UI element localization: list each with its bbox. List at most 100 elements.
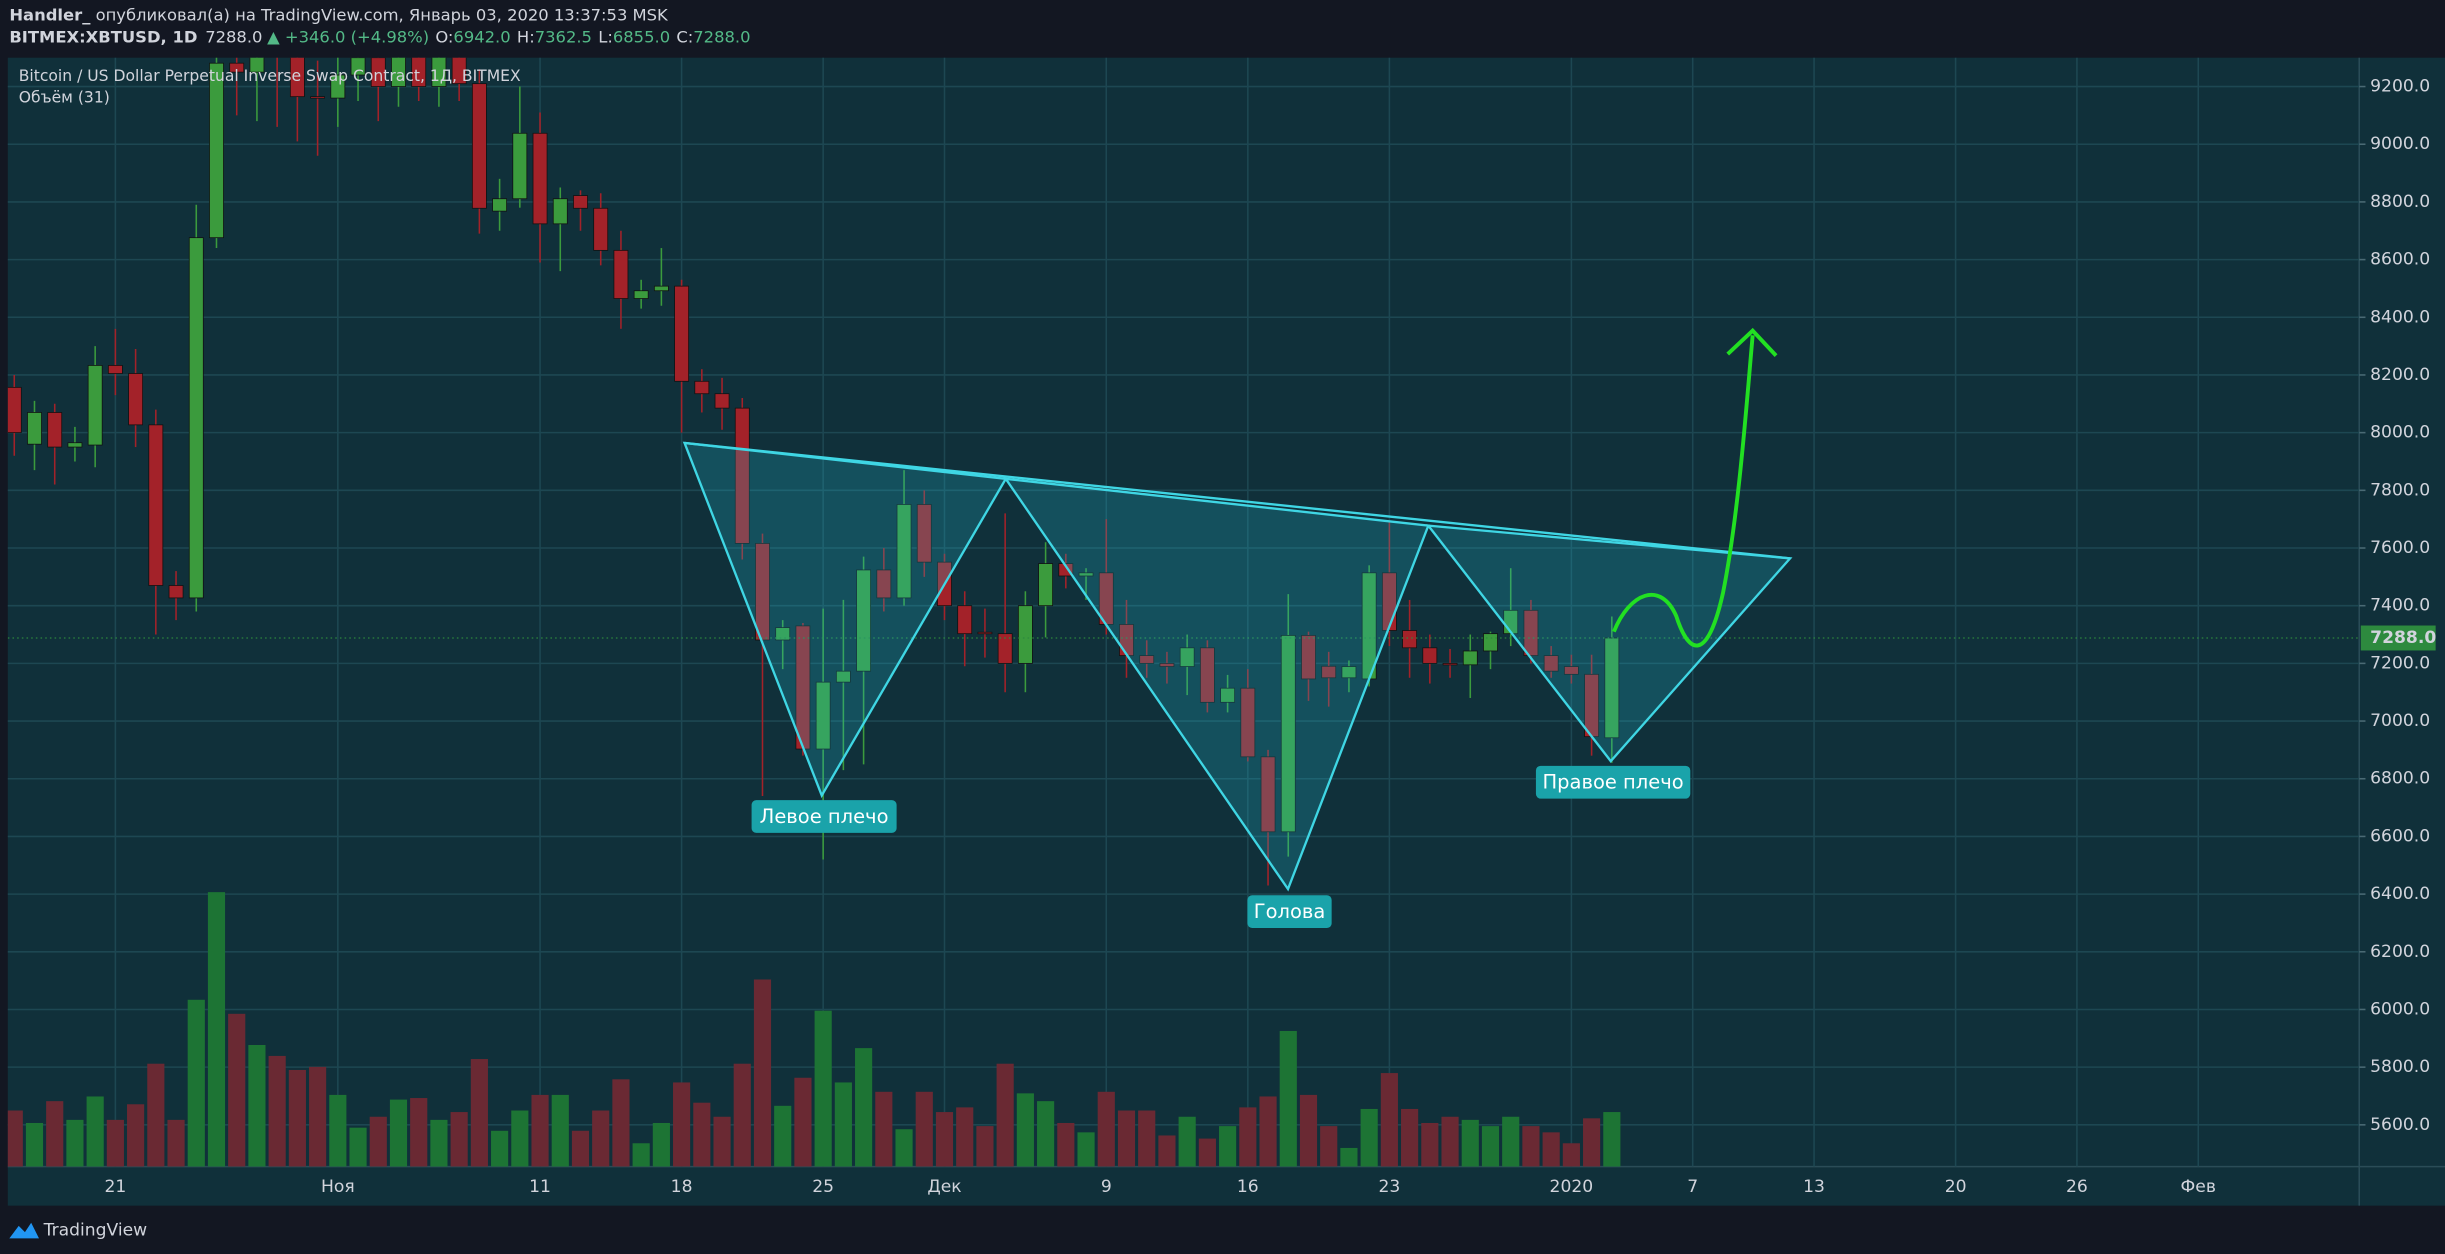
candle-body [350,57,366,76]
volume-bar [187,999,205,1167]
x-tick-label: 13 [1803,1177,1825,1197]
volume-bar [935,1112,954,1167]
y-tick-label: 8200.0 [2370,365,2430,385]
volume-bar [713,1116,731,1167]
volume-bar [1279,1030,1297,1167]
x-tick-label: 11 [529,1177,551,1197]
candle-body [734,407,750,544]
candle-body [532,132,548,225]
pattern-drawings: Левое плечо Голова Правое плечо [682,327,1793,929]
volume-bar [612,1079,630,1167]
candle-body [1038,563,1054,607]
y-tick-label: 8000.0 [2370,423,2430,443]
volume-bar [956,1107,974,1167]
logo [9,1222,39,1239]
candle-body [674,285,690,382]
candle-body [471,83,487,209]
candle-body [876,569,892,599]
candle-body [1422,647,1438,664]
projection-curve [1612,335,1755,648]
y-tick-label: 8400.0 [2370,307,2430,327]
volume-bar [329,1094,347,1167]
annotation-box [751,800,897,833]
candle-body [1179,647,1195,667]
candle-body [997,633,1013,664]
volume-bar [1603,1112,1621,1167]
volume-bar [895,1129,913,1167]
candle-body [896,504,912,599]
candle-body [7,386,22,434]
annotation-box [1247,895,1332,929]
candle-body [107,365,123,374]
author: Handler_ [9,5,91,24]
candle-body [512,132,528,200]
y-tick-label: 6400.0 [2370,884,2430,904]
candle-body [1159,662,1175,667]
volume-bar [349,1127,367,1167]
x-tick-label: Ноя [321,1177,355,1197]
candle-body [492,198,508,212]
candle-body [1341,666,1357,679]
volume-bar [693,1102,711,1167]
volume-bar [1360,1108,1378,1167]
volume-bar [1421,1122,1439,1167]
candle-body [1139,655,1155,664]
candle-body [916,504,932,563]
volume-bar [652,1122,670,1167]
volume-bar [1320,1126,1338,1167]
volume-bar [1340,1147,1358,1167]
volume-bar [86,1096,104,1167]
volume-bar [551,1094,569,1167]
volume-bar [127,1104,145,1167]
chart-title: Bitcoin / US Dollar Perpetual Inverse Sw… [19,67,521,85]
volume-bar [1461,1119,1479,1167]
x-tick-label: 25 [812,1177,834,1197]
y-tick-label: 7400.0 [2370,596,2430,616]
volume-bar [1299,1094,1318,1167]
ohlc-label: L: [598,27,613,46]
candle-body [188,237,204,599]
volume-bar [1401,1108,1419,1167]
volume-bar [915,1091,933,1167]
candle-body [391,57,406,87]
candle-body [128,373,144,426]
volume-bar [410,1098,428,1167]
candle-body [835,670,851,683]
candle-body [1301,635,1316,680]
volume-bar [976,1126,994,1167]
candle-body [67,442,83,448]
x-tick-label: Дек [927,1177,961,1197]
ohlc-value: 7362.5 [535,27,592,46]
candle-body [1402,630,1418,649]
candle-body [1604,637,1620,739]
volume-bar [1016,1093,1034,1167]
ohlc-label: O: [435,27,453,46]
candle-body [1442,662,1458,666]
volume-bar [369,1116,387,1167]
grid [7,57,2360,1167]
candle-body [1523,609,1539,656]
volume-bar [673,1082,691,1167]
symbol: BITMEX:XBTUSD, 1D [9,27,197,46]
header-line-2: BITMEX:XBTUSD, 1D 7288.0 ▲ +346.0 (+4.98%)… [9,27,750,46]
candles [7,57,2360,886]
candle-body [330,74,346,99]
candle-body [310,96,326,99]
volume-bar [106,1119,124,1167]
candle-body [573,195,588,209]
projection-arrowhead [1726,327,1778,357]
x-tick-label: 26 [2066,1177,2088,1197]
volume-bar [450,1112,468,1167]
candle-body [1260,756,1276,833]
volume-bar [592,1110,610,1167]
volume-bar [1542,1132,1560,1167]
volume-bar [1037,1101,1055,1167]
candle-body [1017,605,1033,664]
y-tick-label: 8800.0 [2370,192,2430,212]
candle-body [1462,650,1478,666]
candle-body [1220,687,1236,703]
y-tick-label: 7000.0 [2370,711,2430,731]
candle-body [775,627,791,641]
volume-bar [389,1099,408,1167]
